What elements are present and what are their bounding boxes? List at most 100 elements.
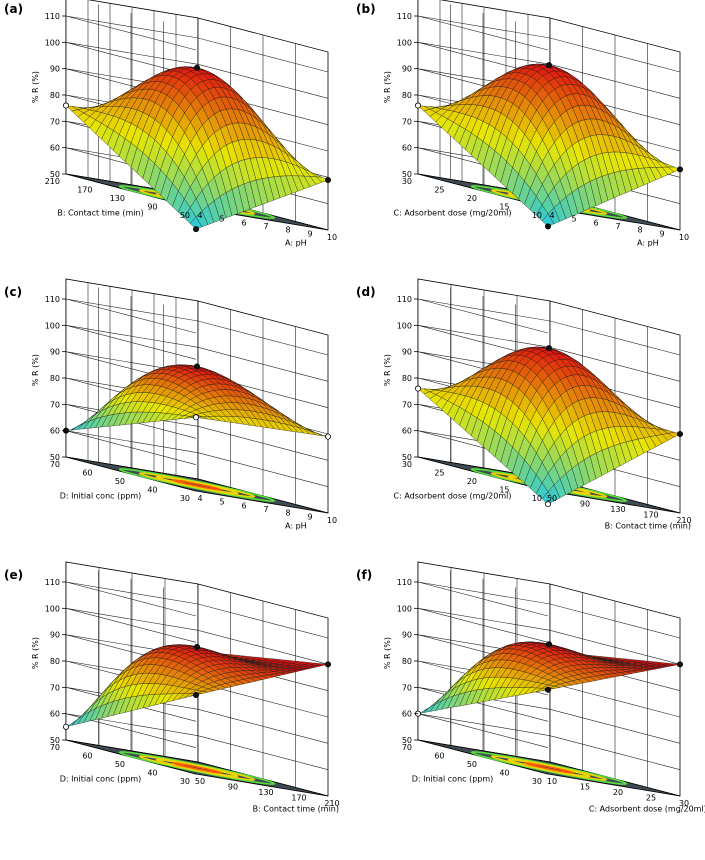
design-point <box>193 64 200 71</box>
design-point <box>544 223 551 230</box>
z-tick-label: 100 <box>397 38 412 47</box>
x-tick-label: 10 <box>679 233 689 242</box>
surface <box>417 641 681 714</box>
x-tick-label: 5 <box>219 215 224 224</box>
x-tick-label: 6 <box>593 218 598 227</box>
z-axis-label: % R (%) <box>31 354 40 386</box>
z-tick-label: 80 <box>50 657 60 666</box>
x-axis-label: A: pH <box>637 239 659 248</box>
panel-a: 50 60 70 80 90 100 110 % R (%) 4 5 6 7 8 9 10 A: pH 50 90… <box>0 0 352 286</box>
design-point <box>63 102 70 109</box>
chart-b: 50 60 70 80 90 100 110 % R (%) 4 5 6 7 8 9 10 A: pH 10 15… <box>383 0 689 248</box>
z-tick-label: 110 <box>45 295 60 304</box>
z-tick-label: 110 <box>397 12 412 21</box>
z-tick-label: 60 <box>50 427 60 436</box>
x-tick-label: 50 <box>195 777 205 786</box>
y-tick-label: 60 <box>82 469 92 478</box>
panel-label-d: (d) <box>356 285 376 299</box>
x-tick-label: 25 <box>646 794 656 803</box>
design-point <box>192 414 199 421</box>
design-point <box>192 692 199 699</box>
x-tick-label: 5 <box>571 215 576 224</box>
z-tick-label: 90 <box>402 348 412 357</box>
floor <box>65 739 329 797</box>
y-axis-label: C: Adsorbent dose (mg/20ml) <box>394 491 512 500</box>
y-tick-label: 130 <box>110 194 125 203</box>
x-tick-label: 9 <box>307 229 312 238</box>
y-axis-label: D: Initial conc (ppm) <box>60 491 142 500</box>
y-tick-label: 60 <box>434 752 444 761</box>
y-tick-label: 50 <box>115 760 125 769</box>
x-tick-label: 210 <box>676 516 691 525</box>
y-tick-label: 10 <box>532 211 542 220</box>
y-tick-label: 60 <box>82 752 92 761</box>
design-point <box>676 430 683 437</box>
y-tick-label: 70 <box>50 460 60 469</box>
x-axis-label: B: Contact time (min) <box>605 522 691 531</box>
z-tick-label: 90 <box>402 65 412 74</box>
z-tick-label: 100 <box>397 321 412 330</box>
y-tick-label: 70 <box>50 743 60 752</box>
contour-line <box>172 762 222 774</box>
floor <box>417 739 681 797</box>
contour-line <box>524 762 574 774</box>
z-tick-label: 60 <box>402 144 412 153</box>
z-tick-label: 80 <box>50 91 60 100</box>
z-tick-label: 110 <box>397 578 412 587</box>
y-tick-label: 170 <box>77 186 92 195</box>
design-point <box>193 363 200 370</box>
x-tick-label: 90 <box>228 783 238 792</box>
x-tick-label: 10 <box>327 233 337 242</box>
design-point <box>676 166 683 173</box>
panel-label-f: (f) <box>356 568 373 582</box>
floor-plane <box>65 739 329 797</box>
contour-line <box>118 751 276 785</box>
z-tick-label: 90 <box>50 348 60 357</box>
y-tick-label: 20 <box>467 477 477 486</box>
floor <box>65 456 329 514</box>
floor-plane <box>65 456 329 514</box>
x-axis-label: C: Adsorbent dose (mg/20ml) <box>589 805 705 814</box>
z-tick-label: 90 <box>402 631 412 640</box>
surface <box>65 644 329 727</box>
y-axis-label: B: Contact time (min) <box>57 208 143 217</box>
y-axis-label: D: Initial conc (ppm) <box>60 774 142 783</box>
z-tick-label: 70 <box>402 400 412 409</box>
x-tick-label: 4 <box>197 211 202 220</box>
y-tick-label: 90 <box>147 203 157 212</box>
x-tick-label: 30 <box>679 799 689 808</box>
x-tick-label: 10 <box>547 777 557 786</box>
x-tick-label: 90 <box>580 500 590 509</box>
x-tick-label: 50 <box>547 494 557 503</box>
design-point <box>415 385 422 392</box>
y-tick-label: 40 <box>147 486 157 495</box>
panel-label-b: (b) <box>356 2 376 16</box>
design-point <box>192 226 199 233</box>
z-axis-label: % R (%) <box>383 354 392 386</box>
x-axis-label: A: pH <box>285 522 307 531</box>
panel-d: 50 60 70 80 90 100 110 % R (%) 50 90 130 170 210 B: C… <box>352 278 704 569</box>
panel-c: 50 60 70 80 90 100 110 % R (%) 4 5 6 7 8 9 10 A: pH 30 40… <box>0 278 352 569</box>
design-point <box>193 643 200 650</box>
contour-line <box>172 479 222 491</box>
y-tick-label: 70 <box>402 743 412 752</box>
z-tick-label: 50 <box>50 736 60 745</box>
surface <box>65 66 329 230</box>
x-tick-label: 15 <box>580 783 590 792</box>
z-axis-label: % R (%) <box>31 71 40 103</box>
z-tick-label: 50 <box>402 736 412 745</box>
design-point <box>545 62 552 69</box>
x-axis-label: A: pH <box>285 239 307 248</box>
x-tick-label: 170 <box>291 794 306 803</box>
chart-c: 50 60 70 80 90 100 110 % R (%) 4 5 6 7 8 9 10 A: pH 30 40… <box>31 278 337 531</box>
z-tick-label: 70 <box>402 117 412 126</box>
x-tick-label: 4 <box>549 211 554 220</box>
z-tick-label: 70 <box>402 683 412 692</box>
x-tick-label: 6 <box>241 218 246 227</box>
z-tick-label: 70 <box>50 400 60 409</box>
y-tick-label: 20 <box>467 194 477 203</box>
